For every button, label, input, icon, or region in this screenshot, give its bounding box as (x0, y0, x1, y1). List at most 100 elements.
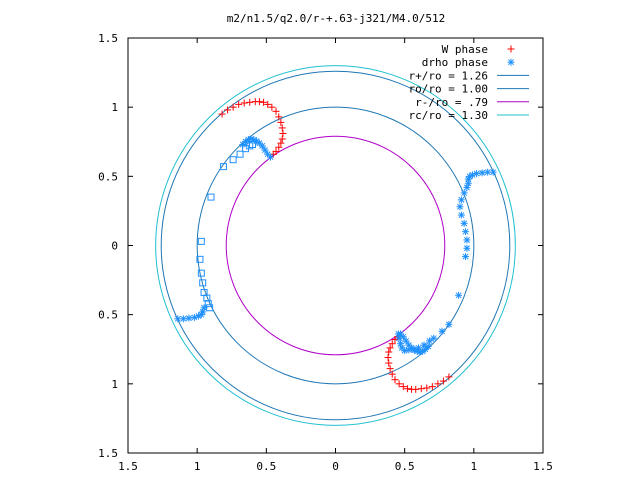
series-1 (174, 135, 497, 356)
point (424, 342, 432, 350)
point (463, 183, 471, 191)
point (478, 169, 486, 177)
point (236, 150, 244, 158)
point (391, 376, 399, 384)
point (388, 340, 396, 348)
y-tick-label: 1 (111, 378, 118, 391)
circle-3 (155, 65, 516, 426)
point (174, 315, 182, 323)
point (275, 113, 283, 121)
legend-marker (507, 58, 515, 66)
legend-label: rc/ro = 1.30 (409, 109, 488, 122)
point (402, 337, 410, 345)
point (246, 98, 254, 106)
point (445, 373, 453, 381)
legend-label: r-/ro = .79 (415, 96, 488, 109)
point (426, 337, 434, 345)
circle-2 (225, 135, 446, 356)
point (199, 279, 207, 287)
series-layer (174, 98, 497, 393)
point (388, 370, 396, 378)
point (275, 143, 283, 151)
point (460, 189, 468, 197)
point (219, 163, 227, 171)
point (277, 118, 285, 126)
point (229, 103, 237, 111)
y-tick-label: 1.5 (98, 32, 118, 45)
point (403, 385, 411, 393)
point (385, 348, 393, 356)
circles (155, 65, 516, 426)
point (272, 107, 280, 115)
point (438, 327, 446, 335)
point (397, 340, 405, 348)
point (386, 344, 394, 352)
point (255, 98, 263, 106)
point (455, 291, 463, 299)
y-tick-label: 1.5 (98, 447, 118, 460)
point (460, 219, 468, 227)
x-tick-label: 1 (194, 460, 201, 473)
point (430, 334, 438, 342)
chart-title: m2/n1.5/q2.0/r-+.63-j321/M4.0/512 (227, 12, 446, 25)
point (235, 100, 243, 108)
x-axis-ticks: 1.5 1 0.5 0 0.5 1 1.5 (118, 38, 553, 473)
point (457, 196, 465, 204)
point (457, 211, 465, 219)
point (484, 168, 492, 176)
point (462, 228, 470, 236)
x-tick-label: 0 (332, 460, 339, 473)
point (395, 380, 403, 388)
point (456, 203, 464, 211)
point (384, 354, 392, 362)
point (268, 103, 276, 111)
point (179, 315, 187, 323)
point (445, 320, 453, 328)
x-tick-label: 0.5 (256, 460, 276, 473)
point (278, 135, 286, 143)
point (434, 380, 442, 388)
point (463, 236, 471, 244)
point (423, 384, 431, 392)
point (439, 377, 447, 385)
point (196, 255, 204, 263)
point (264, 100, 272, 108)
legend-marker (507, 45, 515, 53)
y-tick-label: 0.5 (98, 170, 118, 183)
point (399, 383, 407, 391)
y-tick-label: 0.5 (98, 309, 118, 322)
point (185, 314, 193, 322)
legend-label: W phase (442, 43, 488, 56)
legend-label: ro/ro = 1.00 (409, 83, 488, 96)
point (260, 98, 268, 106)
point (463, 244, 471, 252)
x-tick-label: 1 (471, 460, 478, 473)
legend-label: r+/ro = 1.26 (409, 69, 488, 82)
point (197, 269, 205, 277)
point (224, 106, 232, 114)
point (197, 237, 205, 245)
point (207, 193, 215, 201)
point (279, 129, 287, 137)
point (240, 99, 248, 107)
point (229, 156, 237, 164)
point (386, 365, 394, 373)
point (206, 304, 214, 312)
series-2 (196, 141, 256, 312)
point (466, 172, 474, 180)
point (204, 300, 212, 308)
point (399, 333, 407, 341)
point (278, 124, 286, 132)
x-tick-label: 0.5 (395, 460, 415, 473)
point (261, 146, 269, 154)
point (264, 150, 272, 158)
circle-0 (160, 70, 511, 421)
point (408, 385, 416, 393)
legend-label: drho phase (422, 56, 488, 69)
point (218, 110, 226, 118)
y-tick-label: 0 (111, 240, 118, 253)
point (385, 359, 393, 367)
